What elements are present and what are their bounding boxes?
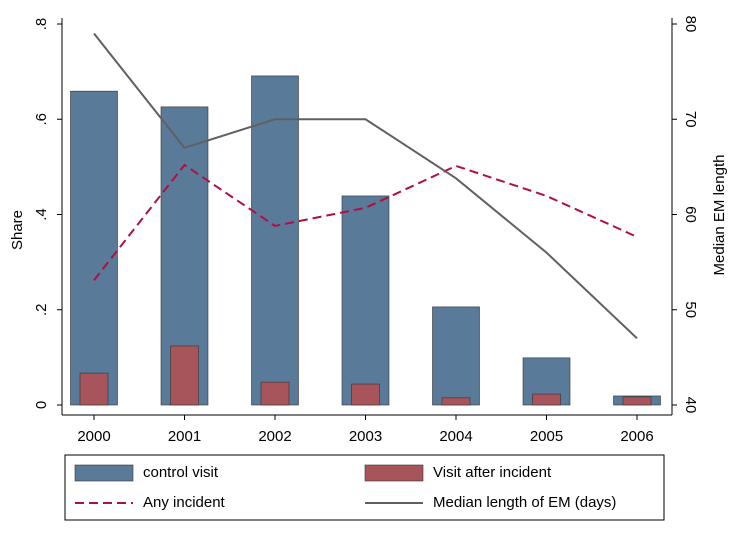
y2-tick-label: 70 [682, 111, 699, 128]
y2-tick-label: 50 [682, 301, 699, 318]
bar [532, 393, 561, 406]
legend-swatch [364, 464, 424, 482]
legend-label: control visit [143, 464, 219, 481]
bar [441, 397, 471, 406]
bar [170, 345, 199, 406]
legend-label: Any incident [143, 494, 226, 511]
x-tick-label: 2000 [77, 428, 110, 445]
y-tick-label: .2 [33, 303, 50, 316]
bar [70, 90, 118, 406]
line [93, 32, 638, 340]
bar [622, 396, 652, 406]
bar [79, 372, 109, 406]
legend-swatch [74, 464, 134, 482]
x-tick-label: 2005 [530, 428, 563, 445]
x-tick-label: 2004 [439, 428, 472, 445]
line [93, 163, 638, 281]
bar [351, 383, 380, 406]
bar [251, 75, 299, 406]
y-tick-label: .6 [33, 113, 50, 126]
x-tick-label: 2001 [168, 428, 201, 445]
bar [432, 306, 480, 406]
x-tick-label: 2003 [349, 428, 382, 445]
x-tick-label: 2002 [258, 428, 291, 445]
y-tick-label: .8 [33, 18, 50, 31]
legend-label: Visit after incident [433, 464, 552, 481]
x-tick-label: 2006 [620, 428, 653, 445]
bar [260, 381, 290, 406]
bar [341, 195, 390, 406]
y-axis-title: Share [9, 210, 26, 250]
y2-tick-label: 80 [682, 16, 699, 33]
legend-box [64, 454, 665, 521]
y-tick-label: .4 [33, 208, 50, 221]
y2-axis-title: Median EM length [711, 155, 728, 276]
y2-tick-label: 60 [682, 206, 699, 223]
y2-tick-label: 40 [682, 397, 699, 414]
legend-label: Median length of EM (days) [433, 494, 616, 511]
y-tick-label: 0 [33, 401, 50, 409]
